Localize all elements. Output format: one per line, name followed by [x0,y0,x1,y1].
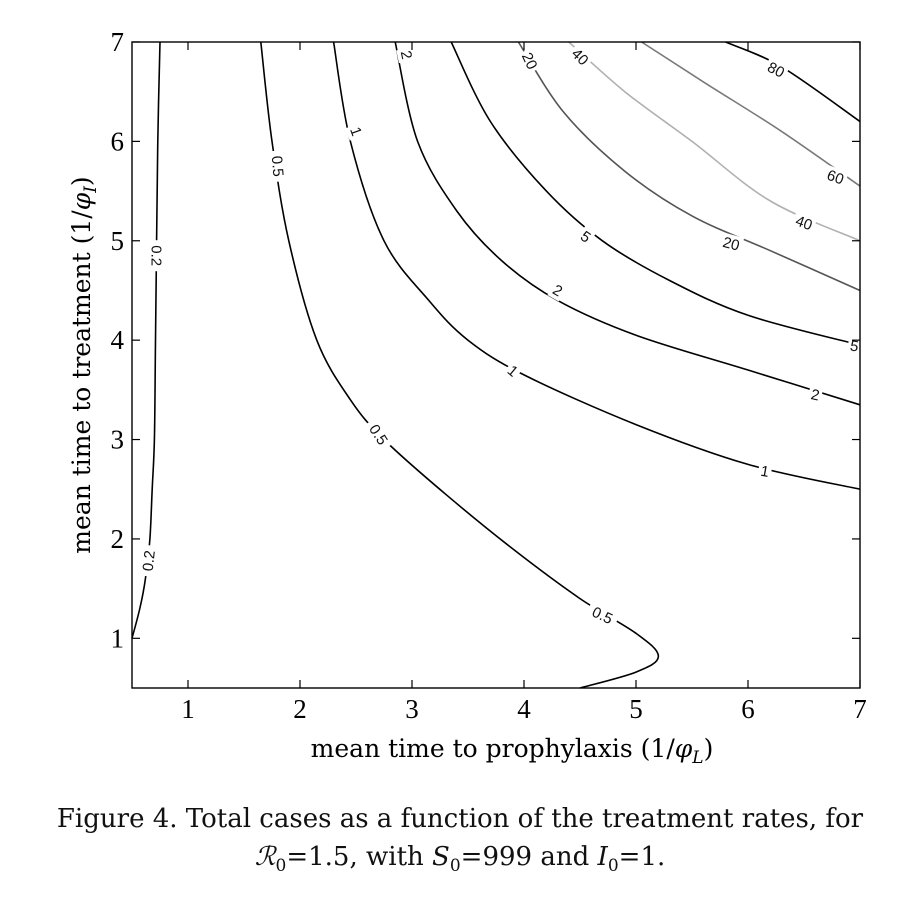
contour-line-80 [725,41,861,123]
contour-label-bg [762,56,790,83]
contour-label: 5 [849,337,860,355]
contour-label-group: 0.5 [267,149,288,183]
y-tick-label: 2 [111,524,125,554]
contour-label-group: 40 [565,42,595,72]
contour-label-bg [516,47,543,75]
contour-label-bg [718,232,745,256]
contour-label-group: 2 [806,384,824,405]
contour-label-bg [345,122,367,141]
x-tick-label: 7 [853,694,867,724]
contour-line-0-5 [260,41,660,689]
contour-line-5 [450,41,861,346]
contour-label: 40 [568,45,592,69]
contour-label-group: 2 [547,279,568,302]
caption-line-1: Figure 4. Total cases as a function of t… [56,804,864,834]
contour-label: 0.5 [268,155,287,177]
contour-label-bg [362,416,395,453]
contour-label: 20 [721,234,742,255]
contour-label: 0.2 [140,550,159,573]
contour-label-group: 60 [821,164,849,190]
contour-label-bg [147,240,166,272]
i0-symbol: I0 [597,842,619,877]
contour-label: 2 [809,386,821,404]
contour-label: 40 [793,213,814,235]
contour-label-group: 5 [575,225,597,248]
x-axis-ticks: 1 2 3 4 5 6 7 [181,42,867,724]
y-tick-label: 6 [111,126,125,156]
contour-label-bg [502,359,524,383]
contour-label-group: 5 [846,336,863,357]
contour-label-bg [584,600,621,631]
y-tick-label: 5 [111,226,125,256]
x-tick-label: 4 [517,694,531,724]
caption-period: . [656,842,666,872]
y-tick-label: 3 [111,425,125,455]
x-tick-label: 6 [741,694,755,724]
contour-label-group: 80 [762,56,790,83]
contour-label-group: 20 [718,232,745,256]
contour-label-bg [575,225,597,248]
x-axis-label: mean time to prophylaxis (1/φL) [311,734,714,768]
contour-label-group: 0.2 [138,544,160,578]
contour-label-group: 0.2 [147,240,166,272]
contour-label-bg [821,164,849,190]
s0-symbol: S0 [432,842,461,877]
contour-label: 60 [824,167,845,189]
contour-label-group: 1 [345,122,367,141]
contour-label-bg [846,336,863,357]
r0-symbol: ℛ0 [254,842,287,877]
contour-line-0-2 [131,41,161,639]
contour-line-2 [394,41,861,406]
contour-line-40 [568,41,861,242]
contour-line-1 [332,41,861,490]
contour-label-bg [396,46,417,64]
contour-label-bg [565,42,595,72]
contour-label: 1 [759,463,770,481]
r0-value: 1.5 [308,842,350,872]
contour-label-group: 1 [756,461,773,482]
contour-label-group: 20 [516,47,543,75]
y-axis-label: mean time to treatment (1/φI) [67,176,101,553]
plot-frame [131,41,861,689]
contour-label: 0.2 [148,245,165,266]
caption-and: and [532,842,598,872]
x-tick-label: 1 [181,694,195,724]
x-tick-label: 5 [629,694,643,724]
contour-lines [131,41,861,689]
contour-line-60 [641,41,861,187]
contour-label: 80 [764,59,787,82]
contour-label-bg [138,544,160,578]
contour-label: 2 [397,49,415,61]
s0-value: 999 [482,842,533,872]
x-tick-label: 3 [405,694,419,724]
y-axis-ticks: 1 2 3 4 5 6 7 [111,27,860,653]
y-tick-label: 7 [111,27,125,57]
contour-label-bg [806,384,824,405]
caption-with: , with [349,842,433,872]
contour-label: 20 [518,50,540,72]
y-tick-label: 4 [111,325,125,355]
caption-line-2: ℛ0=1.5, with S0=999 and I0=1. [254,842,666,877]
x-tick-label: 2 [293,694,307,724]
contour-label-group: 2 [396,46,417,64]
contour-line-20 [517,41,861,292]
contour-label-bg [547,279,568,302]
contour-label-bg [267,149,288,183]
figure-caption: Figure 4. Total cases as a function of t… [0,800,920,885]
contour-label-bg [756,461,773,482]
y-tick-label: 1 [111,623,125,653]
contour-label-bg [790,210,818,236]
contour-label-group: 40 [790,210,818,236]
contour-label-group: 1 [502,359,524,383]
i0-value: 1 [640,842,657,872]
